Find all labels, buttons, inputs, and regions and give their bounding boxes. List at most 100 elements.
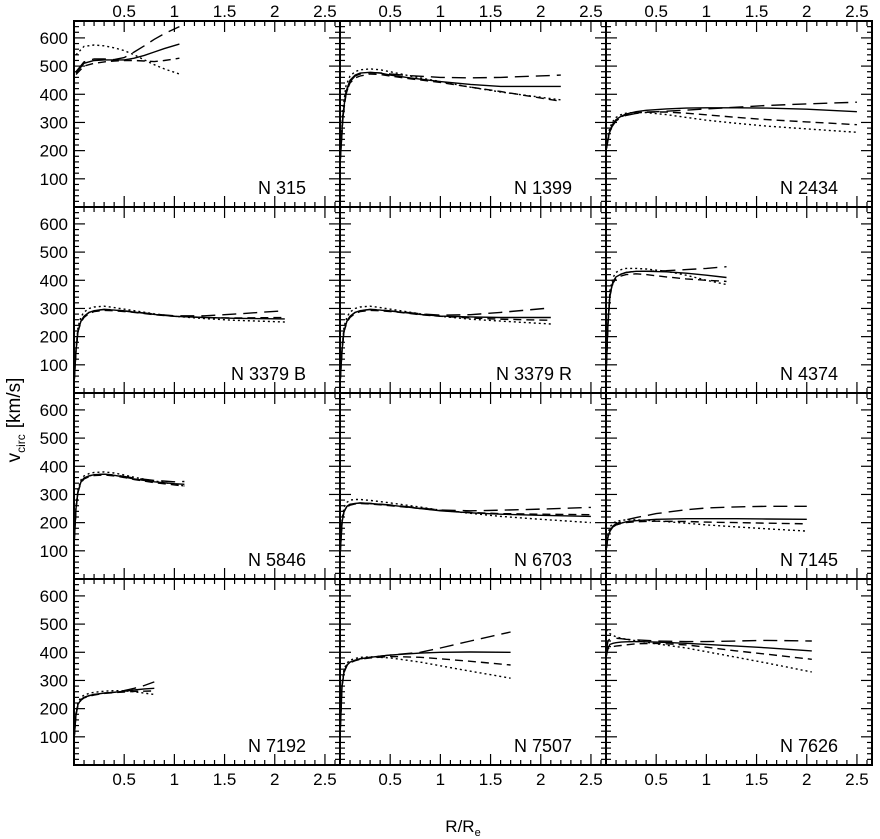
panel-label: N 5846 [248, 550, 306, 570]
x-tick-label: 2 [802, 2, 811, 21]
series-dashed2-line [340, 309, 551, 385]
y-tick-label: 300 [40, 113, 68, 132]
panel-9: 100 200 300 400 500 600 0.5 1 1.5 2 2.5 N 7192 [40, 578, 341, 789]
panel-curves [606, 629, 812, 673]
series-dotted-line [340, 305, 551, 385]
panel-label: N 2434 [780, 178, 838, 198]
panel-label: N 7145 [780, 550, 838, 570]
y-tick-label: 500 [40, 57, 68, 76]
panel-curves [340, 498, 591, 557]
series-dashed2-line [74, 309, 285, 385]
x-tick-label: 2.5 [313, 770, 337, 789]
x-tick-label: 0.5 [112, 2, 136, 21]
y-tick-label: 300 [40, 671, 68, 690]
y-axis-label-main: v [4, 452, 25, 462]
series-solid-line [606, 640, 812, 659]
series-dashed-line [74, 473, 185, 546]
panel-ticks [606, 579, 872, 765]
y-tick-label: 600 [40, 401, 68, 420]
panel-label: N 6703 [514, 550, 572, 570]
y-tick-label: 300 [40, 299, 68, 318]
x-tick-label: 1 [702, 770, 711, 789]
y-tick-label: 600 [40, 215, 68, 234]
y-tick-label: 100 [40, 728, 68, 747]
y-tick-label: 100 [40, 356, 68, 375]
series-dotted-line [340, 68, 561, 162]
series-solid-line [340, 651, 511, 737]
series-dashed2-line [606, 111, 857, 151]
panel-11: 0.5 1 1.5 2 2.5 N 7626 [605, 578, 873, 789]
y-tick-label: 500 [40, 243, 68, 262]
y-tick-label: 500 [40, 615, 68, 634]
y-axis-label-unit: [km/s] [4, 378, 25, 429]
y-tick-label: 600 [40, 29, 68, 48]
y-tick-label: 200 [40, 142, 68, 161]
series-dashed2-line [340, 655, 511, 737]
series-dotted-line [340, 498, 591, 557]
x-tick-label: 0.5 [378, 770, 402, 789]
panel-5: N 4374 [605, 206, 873, 394]
panel-grid: 100 200 300 400 500 600 0.5 1 1.5 2 2.5 N 315 0.5 1 1.… [40, 2, 873, 789]
series-dashed2-line [606, 273, 727, 377]
panel-curves [606, 101, 857, 151]
series-dashed-line [75, 25, 180, 73]
series-dashed-line [74, 308, 285, 385]
series-dotted-line [606, 267, 727, 377]
series-solid-line [606, 270, 727, 377]
panel-label: N 7507 [514, 736, 572, 756]
x-tick-label: 1.5 [745, 2, 769, 21]
panel-curves [74, 305, 285, 385]
series-dashed-line [340, 631, 511, 737]
y-tick-label: 200 [40, 700, 68, 719]
series-dashed-line [606, 505, 807, 551]
panel-ticks [606, 207, 872, 393]
panel-curves [340, 68, 561, 165]
y-tick-label: 400 [40, 643, 68, 662]
x-tick-label: 1.5 [745, 770, 769, 789]
x-axis-label-sub: e [475, 827, 481, 839]
y-tick-label: 200 [40, 514, 68, 533]
panel-label: N 3379 B [231, 364, 306, 384]
x-tick-label: 2.5 [313, 2, 337, 21]
panel-label: N 1399 [514, 178, 572, 198]
x-tick-label: 2 [270, 2, 279, 21]
y-tick-label: 300 [40, 485, 68, 504]
x-tick-label: 1 [702, 2, 711, 21]
y-tick-label: 400 [40, 457, 68, 476]
y-tick-label: 100 [40, 542, 68, 561]
panel-4: N 3379 R [339, 206, 607, 394]
y-tick-label: 400 [40, 271, 68, 290]
series-dashed2-line [606, 520, 807, 551]
series-dashed-line [340, 502, 591, 557]
x-axis-label: R/Re [445, 817, 480, 839]
panel-curves [74, 471, 185, 546]
series-dashed2-line [74, 690, 155, 740]
panel-7: N 6703 [339, 392, 607, 580]
x-tick-label: 0.5 [112, 770, 136, 789]
series-dashed-line [340, 307, 551, 385]
x-axis-label-main: R/R [445, 817, 474, 836]
panel-curves [340, 631, 511, 737]
panel-ticks [74, 207, 340, 393]
x-tick-label: 2.5 [579, 770, 603, 789]
panel-label: N 4374 [780, 364, 838, 384]
series-dotted-line [340, 656, 511, 737]
panel-label: N 7192 [248, 736, 306, 756]
y-tick-label: 600 [40, 587, 68, 606]
x-tick-label: 1.5 [479, 2, 503, 21]
series-dotted-line [74, 471, 185, 546]
series-dotted-line [606, 629, 812, 673]
panel-6: 100 200 300 400 500 600 N 5846 [40, 392, 341, 580]
panel-label: N 3379 R [496, 364, 572, 384]
series-solid-line [74, 473, 185, 546]
x-tick-label: 2 [536, 770, 545, 789]
series-dashed-line [606, 266, 727, 377]
x-tick-label: 2.5 [845, 2, 869, 21]
series-dashed2-line [606, 642, 812, 660]
x-tick-label: 1.5 [213, 770, 237, 789]
x-tick-label: 0.5 [644, 770, 668, 789]
panel-curves [74, 681, 155, 740]
panel-3: 100 200 300 400 500 600 N 3379 B [40, 206, 341, 394]
panel-10: 0.5 1 1.5 2 2.5 N 7507 [339, 578, 607, 789]
